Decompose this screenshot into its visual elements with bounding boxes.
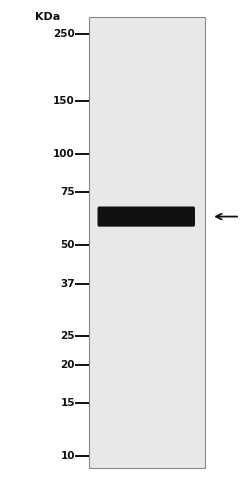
Text: 250: 250 — [53, 29, 75, 38]
Text: KDa: KDa — [35, 12, 60, 22]
Text: 50: 50 — [60, 240, 75, 250]
Text: 25: 25 — [60, 331, 75, 341]
FancyBboxPatch shape — [98, 206, 195, 227]
Text: 37: 37 — [60, 279, 75, 289]
Text: 15: 15 — [60, 398, 75, 408]
Text: 75: 75 — [60, 187, 75, 197]
Text: 10: 10 — [60, 451, 75, 461]
Bar — [89, 17, 205, 468]
Text: 20: 20 — [60, 360, 75, 370]
Text: 150: 150 — [53, 96, 75, 106]
Text: 100: 100 — [53, 149, 75, 159]
